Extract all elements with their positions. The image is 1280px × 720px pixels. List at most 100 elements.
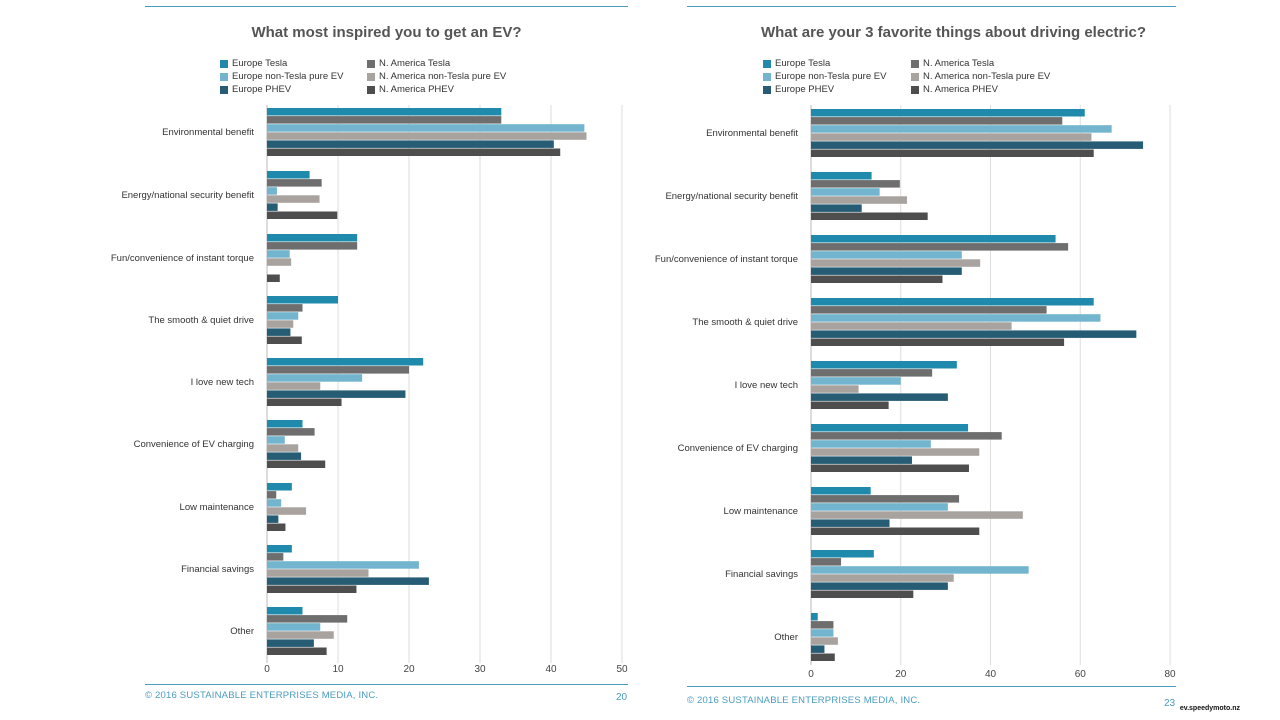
bar: [811, 377, 901, 385]
bar: [267, 585, 357, 593]
bar: [267, 274, 280, 282]
bar: [267, 358, 424, 366]
bar: [811, 613, 818, 621]
bar: [811, 212, 928, 220]
bar: [267, 258, 292, 266]
watermark-text: ev.speedymoto.nz: [1179, 705, 1240, 712]
bar: [267, 428, 315, 436]
legend-label: Europe non-Tesla pure EV: [232, 71, 344, 82]
top-rule: [145, 6, 628, 7]
bar: [267, 444, 299, 452]
bar: [811, 322, 1012, 330]
bar: [267, 569, 369, 577]
bar: [811, 574, 954, 582]
bar: [267, 515, 279, 523]
bar: [267, 398, 342, 406]
bar: [811, 267, 962, 275]
bar: [811, 503, 948, 511]
bar: [267, 631, 334, 639]
legend: Europe Tesla Europe non-Tesla pure EV Eu…: [763, 58, 1103, 98]
bar: [267, 140, 554, 148]
bar: [811, 401, 889, 409]
legend-label: N. America PHEV: [923, 84, 998, 95]
bar: [267, 132, 587, 140]
bar: [811, 243, 1069, 251]
legend-label: N. America non-Tesla pure EV: [379, 71, 507, 82]
bar: [811, 424, 969, 432]
bar: [811, 566, 1029, 574]
bar: [267, 328, 291, 336]
bar: [267, 382, 321, 390]
category-label: The smooth & quiet drive: [148, 315, 254, 326]
category-label: Convenience of EV charging: [134, 439, 254, 450]
bar: [267, 615, 348, 623]
category-label: Environmental benefit: [162, 127, 254, 138]
bar: [267, 647, 327, 655]
x-tick-label: 40: [545, 664, 557, 675]
bar: [811, 338, 1065, 346]
category-label: Low maintenance: [180, 502, 254, 513]
category-label: The smooth & quiet drive: [692, 317, 798, 328]
category-label: Low maintenance: [724, 506, 798, 517]
x-tick-label: 40: [985, 669, 997, 680]
bar: [811, 495, 960, 503]
bar: [267, 320, 294, 328]
x-tick-label: 50: [616, 664, 628, 675]
bar: [267, 491, 277, 499]
category-label: Financial savings: [725, 569, 798, 580]
legend-label: Europe non-Tesla pure EV: [775, 71, 887, 82]
bar: [267, 553, 284, 561]
bar: [267, 523, 286, 531]
category-label: Energy/national security benefit: [121, 190, 254, 201]
bar: [267, 623, 321, 631]
bar: [267, 545, 292, 553]
bar: [267, 639, 314, 647]
bar: [811, 196, 908, 204]
bar: [811, 653, 835, 661]
bar: [811, 456, 912, 464]
legend-swatch: [763, 60, 771, 68]
bar-chart-inspired: 0 10 20 30 40 50 Environmental benefit Energy/n…: [111, 105, 628, 675]
legend-label: Europe Tesla: [775, 58, 831, 69]
bar: [811, 235, 1056, 243]
bar: [811, 645, 825, 653]
bar: [811, 511, 1023, 519]
bar: [267, 390, 406, 398]
bar: [267, 296, 338, 304]
bar: [811, 141, 1144, 149]
bar: [267, 242, 358, 250]
x-tick-label: 0: [808, 669, 814, 680]
legend-label: N. America non-Tesla pure EV: [923, 71, 1051, 82]
legend-swatch: [220, 60, 228, 68]
bar: [267, 420, 303, 428]
bar: [811, 204, 862, 212]
bar: [811, 330, 1137, 338]
bar: [267, 234, 358, 242]
x-tick-label: 80: [1164, 669, 1176, 680]
bar: [267, 374, 363, 382]
legend-label: N. America Tesla: [923, 58, 995, 69]
x-tick-label: 10: [332, 664, 344, 675]
bar: [811, 149, 1094, 157]
legend-swatch: [220, 73, 228, 81]
bar: [811, 180, 900, 188]
legend-swatch: [911, 60, 919, 68]
bar: [811, 393, 948, 401]
bar: [811, 298, 1094, 306]
bar: [267, 304, 303, 312]
category-label: Other: [774, 632, 798, 643]
bar: [267, 561, 419, 569]
legend-label: N. America Tesla: [379, 58, 451, 69]
bar: [811, 440, 931, 448]
bar: [267, 499, 282, 507]
bar: [811, 621, 834, 629]
legend-swatch: [367, 73, 375, 81]
category-label: Fun/convenience of instant torque: [111, 253, 254, 264]
x-tick-label: 30: [474, 664, 486, 675]
bar: [811, 133, 1092, 141]
legend-label: N. America PHEV: [379, 84, 454, 95]
bar: [267, 366, 409, 374]
bar: [267, 179, 322, 187]
bar: [267, 171, 310, 179]
legend-label: Europe Tesla: [232, 58, 288, 69]
